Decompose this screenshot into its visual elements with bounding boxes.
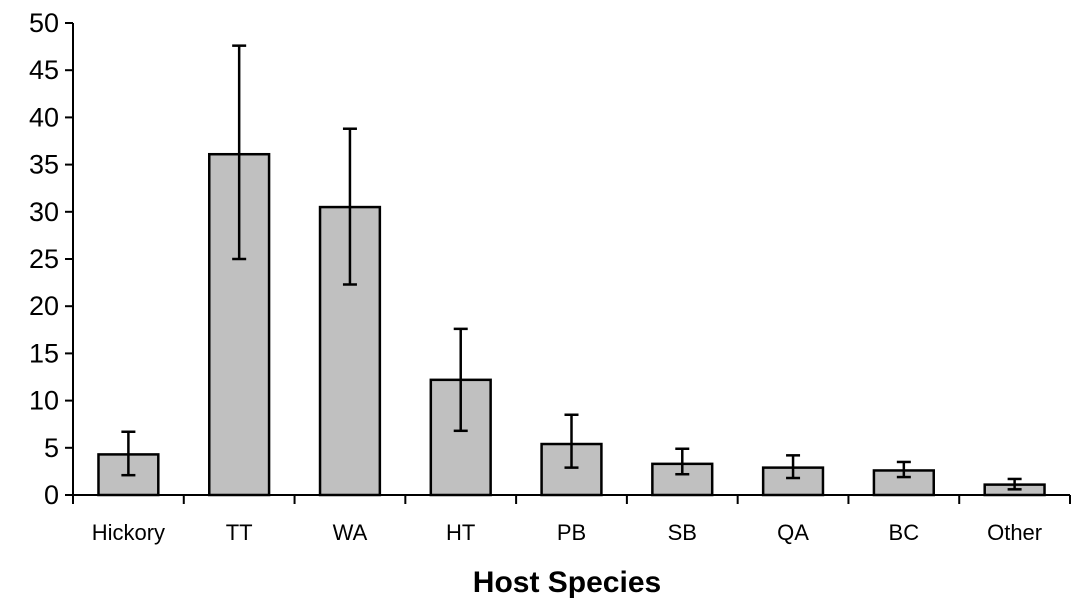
y-tick-label: 35: [29, 150, 59, 180]
x-tick-label: WA: [333, 520, 368, 545]
y-tick-label: 10: [29, 386, 59, 416]
y-tick-label: 0: [44, 480, 59, 510]
x-tick-label: SB: [668, 520, 697, 545]
y-tick-label: 15: [29, 338, 59, 368]
x-tick-label: Hickory: [92, 520, 165, 545]
x-tick-label: QA: [777, 520, 809, 545]
y-tick-label: 40: [29, 102, 59, 132]
x-axis-ticks: Hickory TT WA HT PB SB QA BC Other: [72, 495, 1071, 545]
error-bar-ht: [453, 327, 468, 433]
y-axis-ticks: 0 5 10 15 20 25 30 35 40 45 50: [29, 8, 73, 510]
y-tick-label: 45: [29, 55, 59, 85]
error-bar-tt: [232, 44, 247, 261]
x-tick-label: PB: [557, 520, 586, 545]
x-tick-label: TT: [226, 520, 253, 545]
error-bar-bc: [896, 460, 911, 479]
y-tick-label: 20: [29, 291, 59, 321]
error-bar-pb: [564, 413, 579, 469]
error-bar-hickory: [121, 430, 136, 477]
error-bar-other: [1007, 477, 1022, 491]
error-bars: [121, 44, 1022, 491]
error-bar-sb: [675, 447, 690, 476]
y-tick-label: 30: [29, 197, 59, 227]
y-tick-label: 25: [29, 244, 59, 274]
x-axis-title: Host Species: [473, 566, 661, 599]
x-tick-label: BC: [889, 520, 920, 545]
error-bar-qa: [786, 454, 801, 480]
error-bar-wa: [342, 127, 357, 286]
y-tick-label: 5: [44, 433, 59, 463]
y-tick-label: 50: [29, 8, 59, 38]
x-tick-label: HT: [446, 520, 475, 545]
x-tick-label: Other: [987, 520, 1042, 545]
